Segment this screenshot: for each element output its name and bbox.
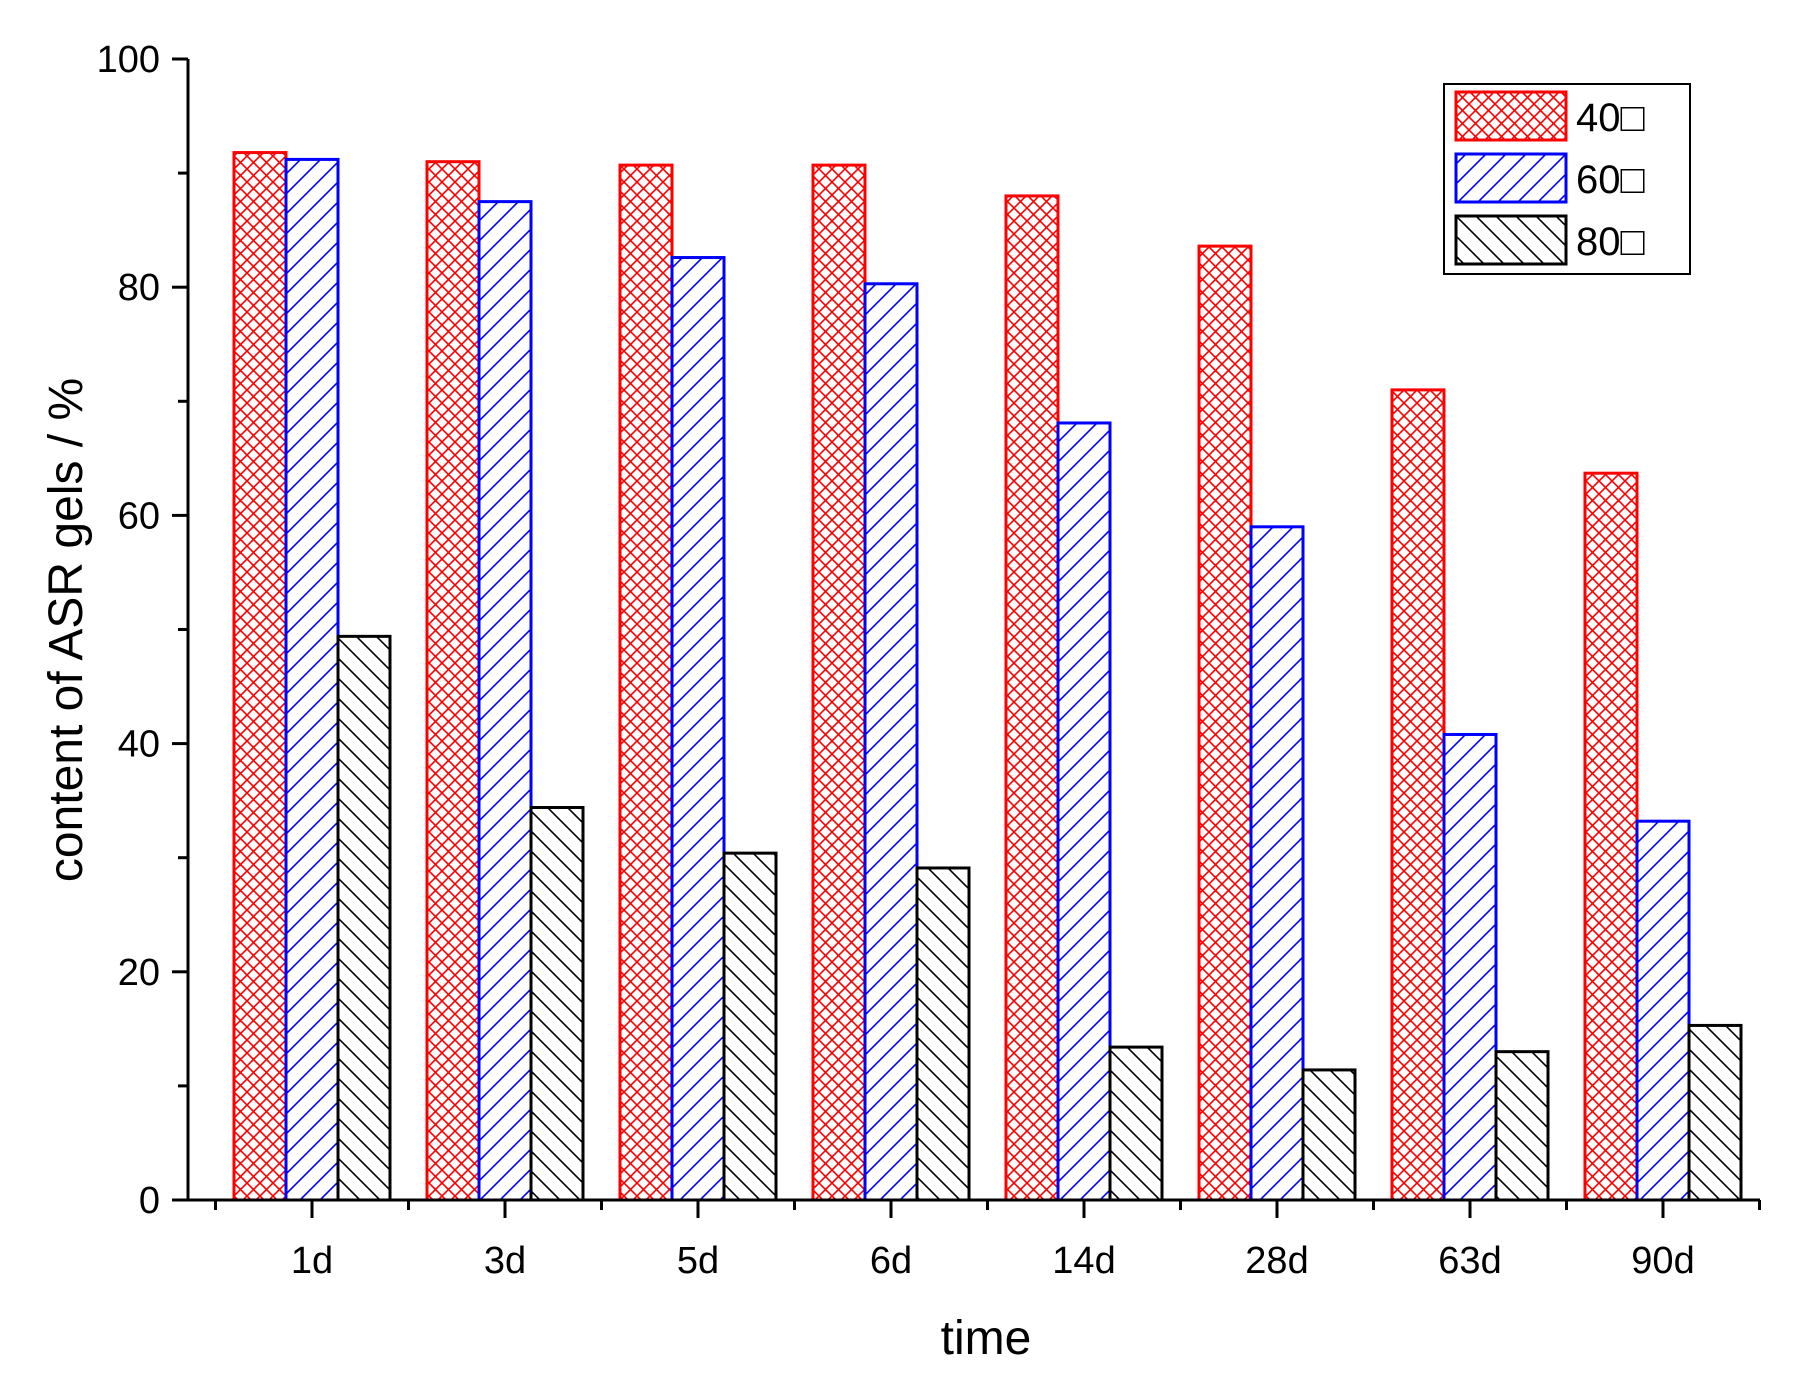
bar-5d-series-1 (618, 163, 674, 1202)
x-tick-label: 6d (870, 1240, 912, 1282)
x-tick-label: 1d (291, 1240, 333, 1282)
legend: 40□ 60□ 80□ (1443, 83, 1691, 275)
bar-63d-series-3 (1494, 1050, 1550, 1202)
bar-3d-series-3 (529, 805, 585, 1202)
bar-14d-series-2 (1056, 421, 1112, 1202)
legend-swatch-60 (1454, 152, 1568, 204)
bar-3d-series-2 (477, 200, 533, 1202)
x-tick-label: 14d (1052, 1240, 1115, 1282)
bars-group (232, 151, 1743, 1202)
bar-5d-series-3 (722, 851, 778, 1202)
bar-6d-series-3 (915, 866, 971, 1202)
bar-28d-series-2 (1249, 525, 1305, 1202)
x-tick-label: 63d (1438, 1240, 1501, 1282)
legend-swatch-80 (1454, 214, 1568, 266)
legend-label-80: 80□ (1576, 220, 1645, 264)
bar-90d-series-2 (1635, 819, 1691, 1202)
bar-28d-series-1 (1197, 244, 1253, 1202)
bar-90d-series-3 (1687, 1023, 1743, 1202)
y-axis-title: content of ASR gels / % (40, 378, 93, 882)
legend-label-40: 40□ (1576, 96, 1645, 140)
bar-1d-series-1 (232, 151, 288, 1202)
y-tick-label: 0 (139, 1180, 160, 1222)
bar-6d-series-1 (811, 163, 867, 1202)
bar-90d-series-1 (1583, 471, 1639, 1202)
x-axis-title: time (941, 1312, 1032, 1365)
legend-label-60: 60□ (1576, 158, 1645, 202)
legend-swatch-40 (1454, 90, 1568, 142)
bar-1d-series-2 (284, 157, 340, 1202)
bar-63d-series-2 (1442, 732, 1498, 1202)
bar-14d-series-3 (1108, 1045, 1164, 1202)
x-tick-label: 5d (677, 1240, 719, 1282)
bar-6d-series-2 (863, 282, 919, 1202)
bar-14d-series-1 (1004, 194, 1060, 1202)
y-tick-label: 80 (118, 267, 160, 309)
y-ticks: 0 20 40 60 80 100 (97, 39, 188, 1222)
y-tick-label: 100 (97, 39, 160, 81)
y-tick-label: 60 (118, 495, 160, 537)
y-tick-label: 40 (118, 724, 160, 766)
bar-3d-series-1 (425, 160, 481, 1202)
bar-63d-series-1 (1390, 388, 1446, 1202)
y-tick-label: 20 (118, 952, 160, 994)
bar-1d-series-3 (336, 634, 392, 1202)
x-tick-label: 3d (484, 1240, 526, 1282)
x-ticks: 1d 3d 5d 6d 14d 28d 63d 90d (214, 1200, 1761, 1282)
bar-28d-series-3 (1301, 1068, 1357, 1202)
x-tick-label: 90d (1631, 1240, 1694, 1282)
bar-5d-series-2 (670, 256, 726, 1202)
x-tick-label: 28d (1245, 1240, 1308, 1282)
